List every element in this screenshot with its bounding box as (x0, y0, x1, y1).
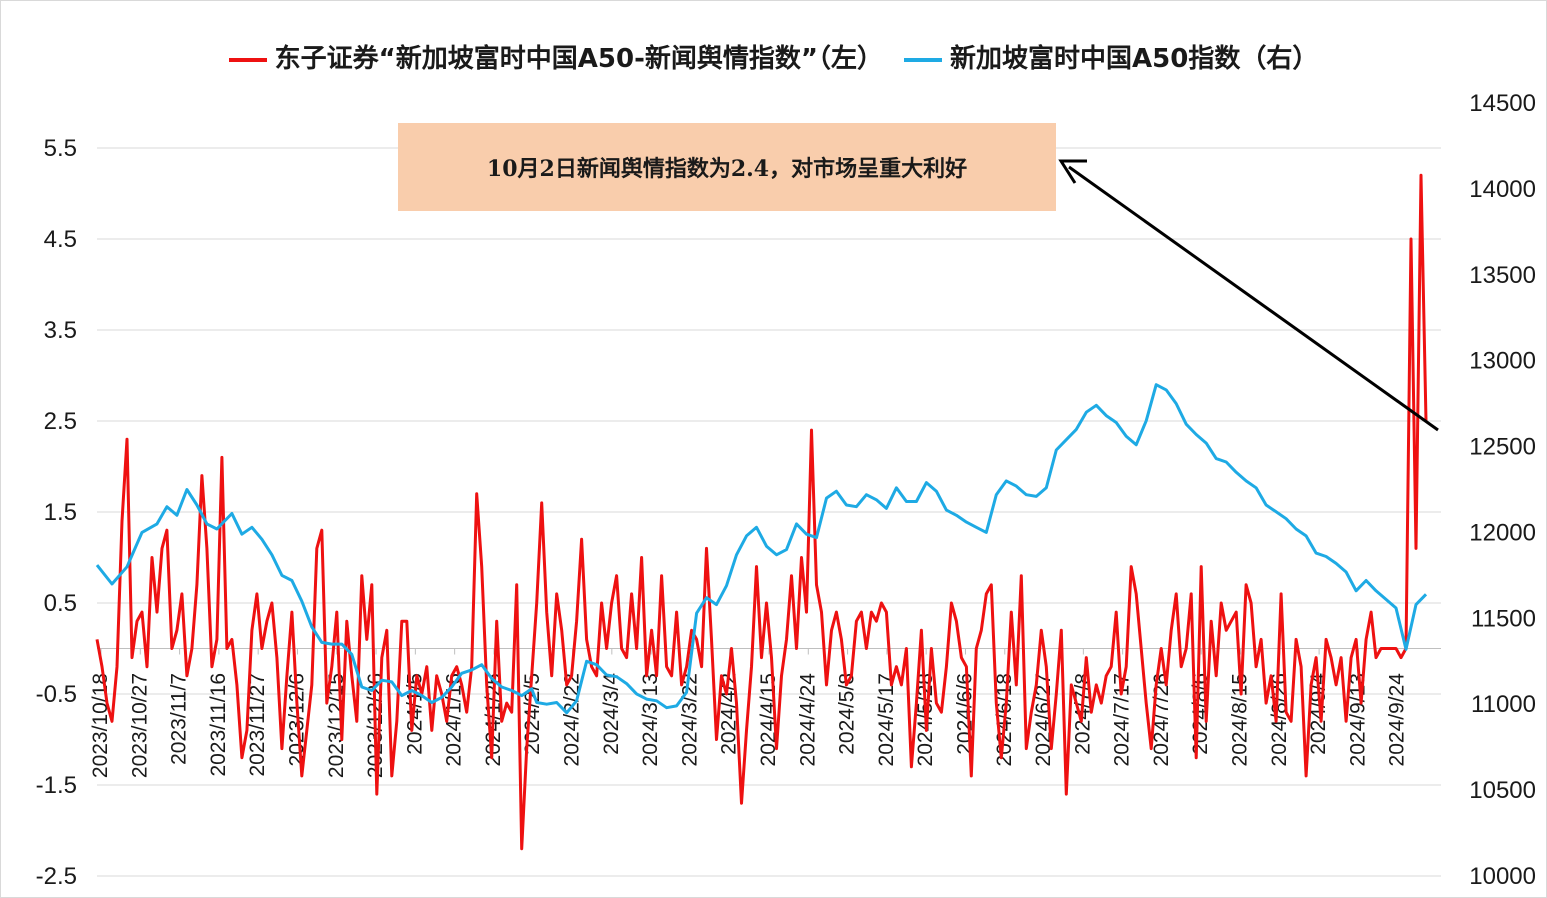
x-tick-label: 2023/11/16 (207, 673, 230, 777)
x-tick-label: 2024/9/4 (1307, 673, 1330, 755)
series-layer (95, 173, 1428, 851)
x-tick: 2023/10/27 (128, 673, 151, 778)
annotation-text: 10月2日新闻舆情指数为2.4，对市场呈重大利好 (486, 156, 968, 182)
x-tick: 2024/5/17 (875, 673, 898, 766)
y-left-tick-label: -2.5 (36, 863, 77, 890)
x-tick-label: 2023/11/27 (246, 673, 269, 777)
y-right-tick-label: 13500 (1469, 262, 1536, 289)
x-tick-label: 2023/10/18 (89, 673, 112, 778)
series-line-a50 (95, 383, 1428, 715)
x-tick-label: 2024/9/13 (1346, 673, 1369, 766)
x-tick: 2023/10/18 (89, 673, 112, 778)
x-tick-label: 2024/3/13 (639, 673, 662, 766)
x-tick-label: 2024/8/15 (1229, 673, 1252, 766)
x-tick-label: 2024/4/15 (757, 673, 780, 766)
x-tick: 2024/9/24 (1386, 673, 1409, 767)
y-right-tick-label: 11500 (1471, 605, 1536, 632)
y-left-tick-label: 5.5 (44, 135, 77, 162)
legend-swatch-blue (904, 57, 943, 62)
x-tick: 2023/11/7 (168, 673, 191, 765)
x-tick: 2024/5/8 (836, 673, 859, 755)
x-tick: 2024/7/17 (1111, 673, 1134, 766)
x-tick: 2023/11/27 (246, 673, 269, 777)
x-tick: 2024/3/4 (600, 673, 623, 755)
annotation-box: 10月2日新闻舆情指数为2.4，对市场呈重大利好 (398, 123, 1056, 211)
x-tick-label: 2024/2/5 (521, 673, 544, 755)
y-left-tick-label: 0.5 (44, 590, 77, 617)
y-right-tick-label: 13000 (1469, 348, 1536, 375)
y-left-tick-label: -0.5 (36, 681, 77, 708)
annotation-arrow-line (1068, 165, 1439, 432)
y-left-tick-label: 4.5 (44, 226, 77, 253)
y-left-tick-label: 1.5 (44, 499, 77, 526)
y-right-tick-label: 10000 (1469, 863, 1536, 890)
x-tick: 2024/4/15 (757, 673, 780, 766)
x-tick: 2024/4/24 (796, 673, 819, 767)
legend-item-a50: 新加坡富时中国A50指数（右） (904, 38, 1318, 75)
series-line-sentiment (95, 173, 1428, 851)
x-tick: 2024/8/15 (1229, 673, 1252, 766)
x-tick: 2024/9/13 (1346, 673, 1369, 766)
y-left-tick-label: -1.5 (36, 772, 77, 799)
x-tick: 2023/11/16 (207, 673, 230, 777)
y-left-tick-label: 2.5 (44, 408, 77, 435)
grid-layer (97, 147, 1441, 877)
x-tick-label: 2023/11/7 (168, 673, 191, 765)
legend-item-sentiment: 东子证券“新加坡富时中国A50-新闻舆情指数”（左） (228, 38, 883, 75)
x-tick-label: 2024/3/22 (678, 673, 701, 766)
y-right-tick-label: 11000 (1471, 691, 1536, 718)
right-axis: 14500 14000 13500 13000 12500 12000 11500 11000… (1469, 90, 1536, 890)
annotation-arrow-layer (1058, 159, 1439, 432)
y-right-tick-label: 10500 (1469, 777, 1536, 804)
y-right-tick-label: 12000 (1469, 519, 1536, 546)
legend: 东子证券“新加坡富时中国A50-新闻舆情指数”（左） 新加坡富时中国A50指数（… (1, 38, 1546, 75)
x-tick-label: 2024/7/17 (1111, 673, 1134, 766)
y-right-tick-label: 14000 (1469, 176, 1536, 203)
x-tick: 2024/2/5 (521, 673, 544, 755)
x-tick-label: 2023/10/27 (128, 673, 151, 778)
x-tick-label: 2024/9/24 (1386, 673, 1409, 767)
x-tick-label: 2024/3/4 (600, 673, 623, 755)
x-tick: 2024/9/4 (1307, 673, 1330, 755)
y-right-tick-label: 14500 (1469, 90, 1536, 117)
x-tick-label: 2024/4/24 (796, 673, 819, 767)
x-tick-label: 2024/5/8 (836, 673, 859, 755)
left-axis: 5.5 4.5 3.5 2.5 1.5 0.5 -0.5 -1.5 -2.5 (36, 135, 77, 890)
y-left-tick-label: 3.5 (44, 317, 77, 344)
y-right-tick-label: 12500 (1469, 434, 1536, 461)
x-tick: 2024/3/13 (639, 673, 662, 766)
legend-label-sentiment: 东子证券“新加坡富时中国A50-新闻舆情指数”（左） (274, 44, 883, 74)
legend-swatch-red (228, 57, 267, 62)
legend-label-a50: 新加坡富时中国A50指数（右） (950, 44, 1319, 74)
x-tick-label: 2024/5/17 (875, 673, 898, 766)
x-tick: 2024/3/22 (678, 673, 701, 766)
annotation-arrow-head (1058, 159, 1087, 184)
